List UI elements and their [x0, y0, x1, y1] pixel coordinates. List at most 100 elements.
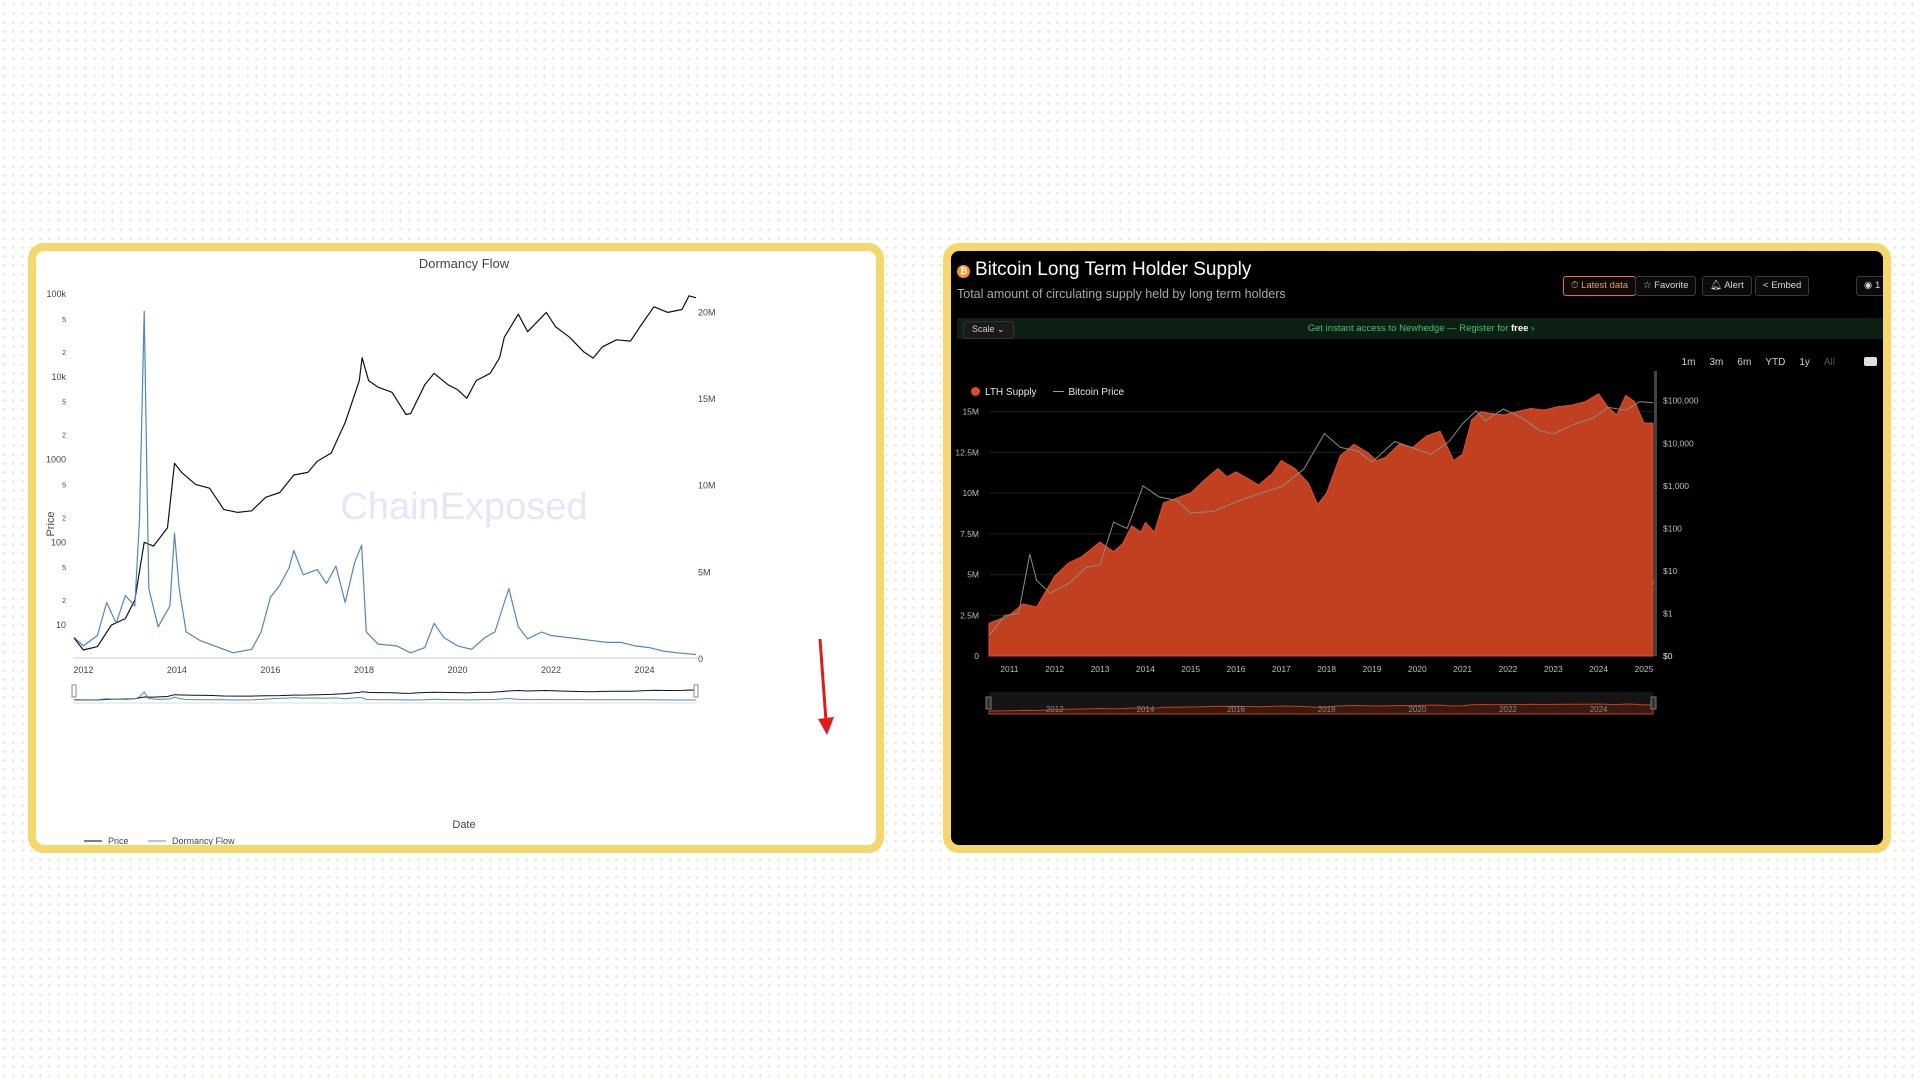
bell-icon: 🔔︎: [1710, 280, 1725, 291]
x-tick-2016: 2016: [260, 665, 280, 675]
red-arrow-annotation: [818, 638, 834, 735]
chevron-right-icon: ›: [1531, 323, 1535, 334]
y2-tick-20M: 20M: [698, 307, 716, 317]
camera-icon[interactable]: [1864, 357, 1877, 366]
x-axis-label: Date: [452, 819, 475, 831]
y-tick-0: 0: [974, 651, 979, 661]
legend-dormancy-flow: Dormancy Flow: [172, 836, 235, 845]
x-tick-2022: 2022: [1499, 664, 1518, 674]
navigator-tick-2012: 2012: [1046, 705, 1064, 714]
y-tick-2: 2: [62, 350, 66, 357]
x-tick-2022: 2022: [541, 665, 561, 675]
range-1m[interactable]: 1m: [1681, 357, 1696, 368]
range-navigator[interactable]: [71, 684, 699, 704]
navigator-tick-2018: 2018: [1318, 705, 1336, 714]
range-navigator[interactable]: 2012 2014 2016 2018 2020 2022 2024: [985, 692, 1657, 715]
alert-button[interactable]: 🔔︎ Alert: [1702, 276, 1752, 296]
x-tick-2023: 2023: [1544, 664, 1563, 674]
x-tick-2012: 2012: [73, 665, 93, 675]
range-selector: 1m 3m 6m YTD 1y All: [1682, 357, 1865, 368]
series-lth-supply: [988, 393, 1654, 657]
navigator-tick-2016: 2016: [1227, 705, 1245, 714]
y2-tick-4: $10: [1663, 566, 1677, 576]
y-tick-5: 5: [62, 565, 66, 572]
chart-title: Bitcoin Long Term Holder Supply: [975, 259, 1252, 280]
x-tick-2017: 2017: [1272, 664, 1291, 674]
y-tick-2: 2: [62, 433, 66, 440]
legend: LTH Supply Bitcoin Price: [971, 387, 1124, 398]
dormancy-flow-panel: Dormancy Flow ChainExposed 100k 5 2 10k 5 2 10…: [28, 243, 884, 853]
x-tick-2018: 2018: [1317, 664, 1336, 674]
navigator-tick-2024: 2024: [1590, 705, 1608, 714]
y2-tick-1: $10,000: [1663, 438, 1694, 448]
series-bitcoin-price: [988, 401, 1654, 637]
x-tick-2016: 2016: [1227, 664, 1246, 674]
y-tick-2: 2: [62, 598, 66, 605]
y2-tick-15M: 15M: [698, 394, 716, 404]
y2-tick-5M: 5M: [698, 567, 711, 577]
navigator-price: [73, 689, 697, 701]
navigator-right-handle[interactable]: [1650, 696, 1657, 710]
chevron-down-icon: ⌄: [997, 324, 1005, 334]
legend: Price Dormancy Flow: [84, 836, 235, 845]
y2-tick-7: $0: [1663, 651, 1673, 661]
x-tick-2024: 2024: [1589, 664, 1608, 674]
navigator-tick-2022: 2022: [1499, 705, 1517, 714]
star-icon: ☆: [1643, 280, 1655, 291]
watermark: ChainExposed: [340, 486, 587, 528]
x-tick-2015: 2015: [1181, 664, 1200, 674]
y-tick-10: 10: [56, 620, 66, 630]
y2-tick-0: $100,000: [1663, 396, 1699, 406]
range-3m[interactable]: 3m: [1709, 357, 1724, 368]
x-tick-2019: 2019: [1363, 664, 1382, 674]
bitcoin-icon: ₿: [957, 265, 970, 278]
latest-data-button[interactable]: ⏱ Latest data: [1563, 276, 1637, 296]
y-tick-5M: 5M: [967, 570, 979, 580]
register-banner[interactable]: Get instant access to Newhedge — Registe…: [957, 318, 1883, 339]
legend-price: Price: [108, 836, 129, 845]
y-tick-5: 5: [62, 400, 66, 407]
scale-dropdown[interactable]: Scale ⌄: [963, 321, 1014, 339]
y-tick-2.5M: 2.5M: [960, 610, 979, 620]
y-tick-7.5M: 7.5M: [960, 529, 979, 539]
navigator-left-handle[interactable]: [71, 684, 77, 698]
y-tick-12.5M: 12.5M: [955, 447, 979, 457]
legend-lth-supply[interactable]: LTH Supply: [971, 387, 1037, 398]
x-tick-2021: 2021: [1453, 664, 1472, 674]
y-tick-15M: 15M: [962, 407, 979, 417]
dormancy-flow-chart: Dormancy Flow ChainExposed 100k 5 2 10k 5 2 10…: [45, 256, 834, 845]
y2-tick-0: 0: [698, 654, 703, 664]
y2-tick-5: $1: [1663, 608, 1673, 618]
x-tick-2012: 2012: [1045, 664, 1064, 674]
navigator-left-handle[interactable]: [985, 696, 992, 710]
y-axis-label: Price: [45, 511, 57, 536]
x-tick-2018: 2018: [354, 665, 374, 675]
y-tick-2: 2: [62, 515, 66, 522]
y2-tick-2: $1,000: [1663, 481, 1689, 491]
clock-icon: ⏱: [1571, 280, 1582, 291]
y-tick-5: 5: [62, 482, 66, 489]
y-tick-10k: 10k: [51, 372, 66, 382]
range-ytd[interactable]: YTD: [1765, 357, 1786, 368]
x-tick-2014: 2014: [167, 665, 187, 675]
range-6m[interactable]: 6m: [1737, 357, 1752, 368]
range-all[interactable]: All: [1823, 357, 1835, 368]
y2-tick-3: $100: [1663, 523, 1682, 533]
y-tick-100: 100: [51, 537, 66, 547]
legend-bitcoin-price[interactable]: Bitcoin Price: [1052, 387, 1124, 398]
y2-tick-10M: 10M: [698, 481, 716, 491]
chart-subtitle: Total amount of circulating supply held …: [957, 287, 1286, 301]
x-tick-2014: 2014: [1136, 664, 1155, 674]
chart-scrollbar[interactable]: [1654, 371, 1657, 656]
navigator-tick-2014: 2014: [1136, 705, 1154, 714]
range-1y[interactable]: 1y: [1799, 357, 1810, 368]
favorite-button[interactable]: ☆ Favorite: [1635, 276, 1697, 296]
embed-button[interactable]: < Embed: [1755, 276, 1810, 296]
y2-tick-6: $0: [1663, 651, 1673, 661]
y-tick-10M: 10M: [962, 488, 979, 498]
lth-supply-panel: ₿ Bitcoin Long Term Holder Supply Total …: [943, 243, 1891, 853]
x-tick-2020: 2020: [1408, 664, 1427, 674]
views-button[interactable]: ◉ 1: [1856, 276, 1883, 296]
navigator-right-handle[interactable]: [693, 684, 699, 698]
